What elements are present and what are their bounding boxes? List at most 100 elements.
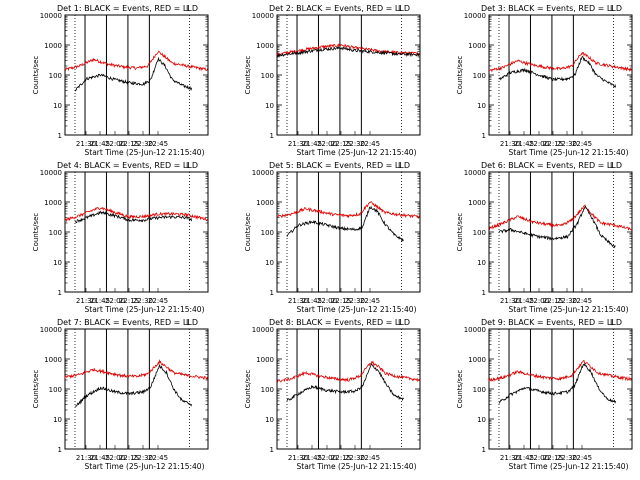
panel-corner-mark: L [398, 4, 403, 13]
y-tick-label: 10 [265, 102, 274, 110]
x-tick-label: 21:45 [514, 454, 534, 462]
x-axis-title: Start Time (25-Jun-12 21:15:40) [85, 462, 205, 471]
y-axis-title: Counts/sec [456, 213, 464, 252]
y-tick-label: 100 [49, 386, 62, 394]
x-tick-label: 22:00 [105, 297, 125, 305]
panel-corner-mark: L [398, 161, 403, 170]
x-tick-label: 22:30 [557, 140, 577, 148]
x-tick-label: 22:15 [119, 454, 139, 462]
x-tick-label: 21:45 [302, 140, 322, 148]
series-lld [276, 43, 420, 57]
y-tick-label: 1 [270, 289, 274, 297]
y-tick-label: 1000 [468, 42, 486, 50]
y-tick-label: 100 [49, 229, 62, 237]
y-axis-title: Counts/sec [244, 370, 252, 409]
x-tick-label: 22:00 [317, 297, 337, 305]
x-axis-title: Start Time (25-Jun-12 21:15:40) [509, 305, 629, 314]
panel-title: Det 6: BLACK = Events, RED = LLD [481, 161, 622, 170]
x-tick-label: 22:45 [572, 454, 592, 462]
y-tick-label: 100 [49, 72, 62, 80]
y-tick-label: 10000 [464, 169, 486, 177]
x-tick-label: 21:30 [288, 140, 308, 148]
y-tick-label: 100 [473, 229, 486, 237]
x-tick-label: 22:15 [331, 297, 351, 305]
x-tick-label: 21:30 [76, 297, 96, 305]
x-tick-label: 21:45 [514, 297, 534, 305]
y-tick-label: 1000 [468, 199, 486, 207]
y-tick-label: 1000 [256, 199, 274, 207]
series-lld [64, 359, 208, 380]
series-events [498, 205, 616, 249]
x-tick-label: 22:30 [557, 454, 577, 462]
y-tick-label: 10000 [464, 326, 486, 334]
series-events [498, 362, 617, 404]
x-tick-label: 22:15 [119, 140, 139, 148]
x-tick-label: 22:30 [345, 140, 365, 148]
series-lld [64, 50, 208, 72]
x-tick-label: 22:45 [148, 454, 168, 462]
x-tick-label: 21:45 [90, 140, 110, 148]
x-tick-label: 22:00 [317, 140, 337, 148]
x-tick-label: 22:00 [105, 140, 125, 148]
x-tick-label: 22:30 [133, 454, 153, 462]
y-tick-label: 10 [53, 259, 62, 267]
panel-corner-mark: L [610, 161, 615, 170]
x-tick-label: 22:45 [360, 297, 380, 305]
x-axis-title: Start Time (25-Jun-12 21:15:40) [297, 148, 417, 157]
panel-corner-mark: L [398, 318, 403, 327]
plot-frame [276, 14, 421, 136]
panel-title: Det 5: BLACK = Events, RED = LLD [269, 161, 410, 170]
panel-title: Det 3: BLACK = Events, RED = LLD [481, 4, 622, 13]
x-tick-label: 22:45 [572, 140, 592, 148]
y-tick-label: 1 [58, 289, 62, 297]
y-axis-title: Counts/sec [244, 56, 252, 95]
x-tick-label: 22:30 [133, 297, 153, 305]
x-tick-label: 22:30 [133, 140, 153, 148]
x-tick-label: 22:45 [148, 297, 168, 305]
series-events [276, 45, 420, 58]
x-tick-label: 22:30 [557, 297, 577, 305]
x-tick-label: 22:30 [345, 297, 365, 305]
x-tick-label: 22:00 [529, 297, 549, 305]
series-lld [489, 51, 632, 73]
panel-corner-mark: L [186, 161, 191, 170]
plot-frame [488, 14, 633, 136]
series-lld [488, 359, 632, 383]
y-tick-label: 1000 [44, 42, 62, 50]
y-tick-label: 10 [265, 416, 274, 424]
series-events [286, 205, 404, 243]
plot-frame [276, 171, 421, 293]
series-lld [64, 206, 208, 223]
x-tick-label: 22:15 [543, 297, 563, 305]
y-tick-label: 1000 [468, 356, 486, 364]
panel-title: Det 9: BLACK = Events, RED = LLD [481, 318, 622, 327]
x-axis-title: Start Time (25-Jun-12 21:15:40) [85, 305, 205, 314]
x-tick-label: 22:15 [331, 140, 351, 148]
y-tick-label: 10 [477, 416, 486, 424]
y-tick-label: 10000 [464, 12, 486, 20]
plot-frame [488, 171, 633, 293]
plot-frame [64, 14, 209, 136]
series-events [74, 210, 193, 224]
y-tick-label: 10 [265, 259, 274, 267]
series-events [498, 55, 617, 88]
y-tick-label: 1000 [44, 199, 62, 207]
x-axis-title: Start Time (25-Jun-12 21:15:40) [85, 148, 205, 157]
panel-title: Det 1: BLACK = Events, RED = LLD [57, 4, 198, 13]
x-tick-label: 21:30 [76, 454, 96, 462]
y-tick-label: 100 [261, 72, 274, 80]
x-tick-label: 21:30 [288, 454, 308, 462]
y-tick-label: 1 [482, 289, 486, 297]
y-tick-label: 10000 [252, 12, 274, 20]
y-tick-label: 1 [482, 132, 486, 140]
y-axis-title: Counts/sec [32, 56, 40, 95]
y-tick-label: 100 [473, 72, 486, 80]
x-tick-label: 22:15 [119, 297, 139, 305]
panel-title: Det 8: BLACK = Events, RED = LLD [269, 318, 410, 327]
